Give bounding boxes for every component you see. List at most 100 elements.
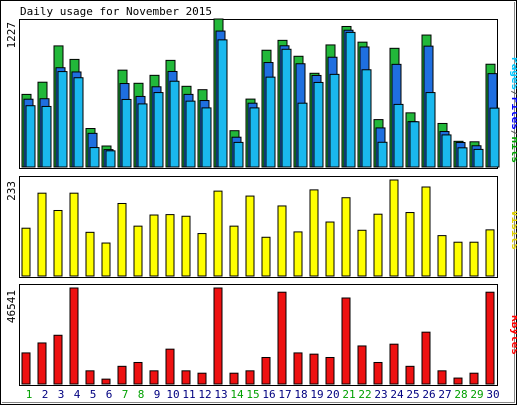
panel-visits [19, 176, 498, 278]
day-label-27: 27 [438, 388, 451, 401]
pages-bar-day-22 [361, 69, 372, 168]
kbytes-bar-day-2 [37, 342, 47, 385]
day-label-2: 2 [42, 388, 49, 401]
legend-separator-1: / [509, 90, 517, 97]
day-label-15: 15 [246, 388, 259, 401]
kbytes-bar-day-14 [229, 372, 239, 385]
pages-bar-day-24 [393, 103, 404, 168]
visits-bar-day-23 [373, 213, 383, 277]
day-label-7: 7 [122, 388, 129, 401]
visits-bar-day-3 [53, 209, 63, 277]
day-label-13: 13 [214, 388, 227, 401]
pages-bar-day-10 [169, 80, 180, 168]
visits-bar-day-29 [469, 241, 479, 277]
legend-separator-2: / [509, 130, 517, 137]
kbytes-bar-day-12 [197, 372, 207, 385]
pages-bar-day-26 [425, 92, 436, 168]
kbytes-bar-day-13 [213, 287, 223, 385]
kbytes-bar-day-4 [69, 287, 79, 385]
day-label-30: 30 [486, 388, 499, 401]
kbytes-bar-day-29 [469, 372, 479, 385]
legend-hits: Hits [509, 137, 517, 164]
visits-bar-day-26 [421, 186, 431, 277]
day-label-23: 23 [374, 388, 387, 401]
kbytes-bar-day-16 [261, 356, 271, 385]
kbytes-bar-day-1 [21, 352, 31, 385]
day-label-29: 29 [470, 388, 483, 401]
visits-bar-day-15 [245, 195, 255, 277]
pages-bar-day-21 [345, 31, 356, 168]
day-label-14: 14 [230, 388, 244, 401]
day-label-24: 24 [390, 388, 404, 401]
visits-bar-day-13 [213, 190, 223, 277]
visits-bar-day-11 [181, 215, 191, 277]
pages-bar-day-30 [489, 107, 500, 168]
day-label-17: 17 [278, 388, 291, 401]
day-label-9: 9 [154, 388, 161, 401]
kbytes-bar-day-15 [245, 370, 255, 385]
day-label-20: 20 [326, 388, 339, 401]
kbytes-bar-day-22 [357, 345, 367, 385]
y-max-label-kbytes: 46541 [5, 290, 18, 323]
pages-bar-day-25 [409, 121, 420, 168]
kbytes-bar-day-6 [101, 378, 111, 385]
day-label-22: 22 [358, 388, 371, 401]
kbytes-bar-day-26 [421, 331, 431, 385]
kbytes-bar-day-5 [85, 370, 95, 385]
visits-bar-day-17 [277, 205, 287, 277]
kbytes-bar-day-30 [485, 291, 495, 385]
pages-bar-day-15 [249, 107, 260, 168]
day-label-25: 25 [406, 388, 419, 401]
visits-bar-day-8 [133, 225, 143, 277]
y-max-label-hits: 1227 [5, 22, 18, 49]
chart-title: Daily usage for November 2015 [20, 5, 212, 18]
legend-pages-files-hits: Pages/Files/Hits [509, 57, 517, 163]
kbytes-bar-day-21 [341, 297, 351, 385]
visits-bar-day-27 [437, 235, 447, 277]
visits-bar-day-25 [405, 212, 415, 277]
pages-bar-day-14 [233, 141, 244, 168]
visits-bar-day-12 [197, 233, 207, 277]
visits-bar-day-16 [261, 236, 271, 277]
day-label-8: 8 [138, 388, 145, 401]
pages-bar-day-9 [153, 92, 164, 168]
pages-bar-day-8 [137, 103, 148, 168]
day-label-12: 12 [198, 388, 211, 401]
pages-bar-day-18 [297, 102, 308, 168]
kbytes-bar-day-3 [53, 334, 63, 385]
kbytes-bar-day-8 [133, 361, 143, 385]
kbytes-bar-day-20 [325, 356, 335, 385]
visits-bar-day-20 [325, 221, 335, 277]
visits-bar-day-30 [485, 229, 495, 277]
pages-bar-day-1 [25, 105, 36, 168]
pages-bar-day-7 [121, 98, 132, 168]
day-label-16: 16 [262, 388, 275, 401]
day-label-11: 11 [182, 388, 195, 401]
kbytes-bar-day-7 [117, 365, 127, 385]
day-label-10: 10 [166, 388, 179, 401]
bars-hits-files-pages [21, 18, 500, 168]
pages-bar-day-29 [473, 148, 484, 168]
pages-bar-day-17 [281, 48, 292, 168]
day-label-19: 19 [310, 388, 323, 401]
kbytes-bar-day-10 [165, 348, 175, 385]
pages-bar-day-28 [457, 147, 468, 168]
pages-bar-day-12 [201, 107, 212, 168]
visits-bar-day-2 [37, 192, 47, 277]
legend-files: Files [509, 97, 517, 130]
visits-bar-day-19 [309, 189, 319, 277]
day-label-4: 4 [74, 388, 81, 401]
day-label-18: 18 [294, 388, 307, 401]
pages-bar-day-6 [105, 150, 116, 168]
visits-bar-day-28 [453, 241, 463, 277]
pages-bar-day-5 [89, 147, 100, 168]
legend-visits: Visits [509, 210, 517, 250]
pages-bar-day-3 [57, 71, 68, 168]
visits-bar-day-7 [117, 202, 127, 277]
day-labels: 1 2 3 4 5 6 7 8 9 10 11 12 13 14 15 16 17 18 19 20 21 22 23 24 2… [26, 388, 500, 401]
day-label-21: 21 [342, 388, 355, 401]
visits-bar-day-1 [21, 227, 31, 277]
visits-bar-day-22 [357, 229, 367, 277]
day-label-5: 5 [90, 388, 97, 401]
